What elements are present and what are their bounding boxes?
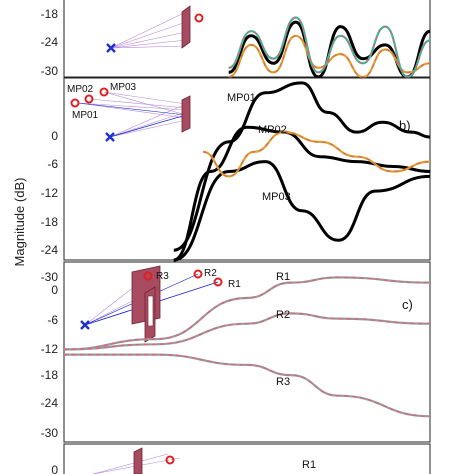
panel-d-inset — [92, 447, 181, 474]
panel-c: 0 -6 -12 -18 -24 -30 R3 R2 R1 R1 R2 R3 — [41, 261, 431, 443]
panel-b-letter: b) — [399, 118, 411, 133]
panel-b-ytick: -6 — [47, 157, 58, 171]
panel-c-ytick: -30 — [41, 426, 59, 440]
panel-c-series-r3-overlay — [64, 353, 431, 417]
panel-c-inset: R3 R2 R1 — [80, 265, 241, 343]
panel-a-series-2-overlay — [228, 35, 431, 78]
panel-b-series-mp02-line — [173, 125, 431, 262]
panel-d-annotation-r1: R1 — [302, 459, 316, 471]
panel-c-ytick: -18 — [41, 368, 59, 382]
panel-d-ytick: 0 — [51, 463, 58, 474]
y-axis-label: Magnitude (dB) — [12, 178, 27, 267]
panel-a: -18 -24 -30 — [41, 0, 431, 79]
panel-c-annotation-r2: R2 — [276, 309, 290, 321]
panel-c-frame — [63, 261, 431, 443]
panel-c-annotation-r3: R3 — [276, 376, 290, 388]
panel-b-series-4-overlay — [202, 131, 431, 178]
panel-b: 0 -6 -12 -18 -24 -30 MP02 MP03 MP01 — [41, 77, 431, 284]
panel-c-ytick: -6 — [47, 313, 58, 327]
panel-b-annotation-mp02: MP02 — [258, 124, 287, 136]
panel-b-inset-label: MP02 — [67, 84, 94, 95]
panel-c-series-r1-line — [63, 276, 431, 351]
panel-b-ytick: -12 — [41, 186, 59, 200]
panel-a-ytick: -24 — [41, 35, 59, 49]
panel-b-inset-label: MP03 — [110, 82, 137, 93]
panel-c-lines — [63, 276, 431, 418]
panel-a-ytick: -18 — [41, 7, 59, 21]
panel-d-frame — [63, 443, 431, 474]
panel-b-ytick: -24 — [41, 243, 59, 257]
panel-b-ytick: -30 — [41, 270, 59, 284]
panel-b-annotation-mp01: MP01 — [227, 92, 256, 104]
panel-c-series-r2-overlay — [63, 312, 431, 350]
panel-b-series-mp01-line — [173, 81, 431, 252]
panel-a-inset — [106, 5, 204, 53]
panel-b-ytick: -18 — [41, 215, 59, 229]
panel-a-series-3-overlay — [228, 16, 431, 78]
panel-c-ytick: -24 — [41, 396, 59, 410]
panel-c-ytick: -12 — [41, 342, 59, 356]
panel-a-lines — [228, 16, 431, 79]
panel-b-annotation-mp03: MP03 — [262, 191, 291, 203]
panel-a-frame — [63, 0, 431, 78]
panel-a-ytick: -30 — [41, 64, 59, 78]
panel-b-inset: MP02 MP03 MP01 — [67, 82, 191, 142]
panel-b-ytick: 0 — [51, 129, 58, 143]
panel-c-ytick: 0 — [51, 283, 58, 297]
panel-c-series-r2-line — [63, 312, 431, 351]
panel-c-annotation-r1: R1 — [276, 271, 290, 283]
panel-c-inset-label: R2 — [204, 268, 217, 279]
panel-b-series-mp03-line — [173, 160, 431, 262]
panel-c-inset-label: R1 — [228, 279, 241, 290]
panel-c-series-r3-line — [64, 353, 431, 418]
panel-c-letter: c) — [402, 297, 413, 312]
panel-b-frame — [63, 77, 431, 261]
panel-c-series-r1-overlay — [63, 276, 431, 350]
panel-b-lines — [173, 81, 431, 262]
panel-c-inset-label: R3 — [156, 271, 169, 282]
panel-b-inset-label: MP01 — [72, 110, 99, 121]
panel-d: 0 R1 — [51, 443, 431, 474]
